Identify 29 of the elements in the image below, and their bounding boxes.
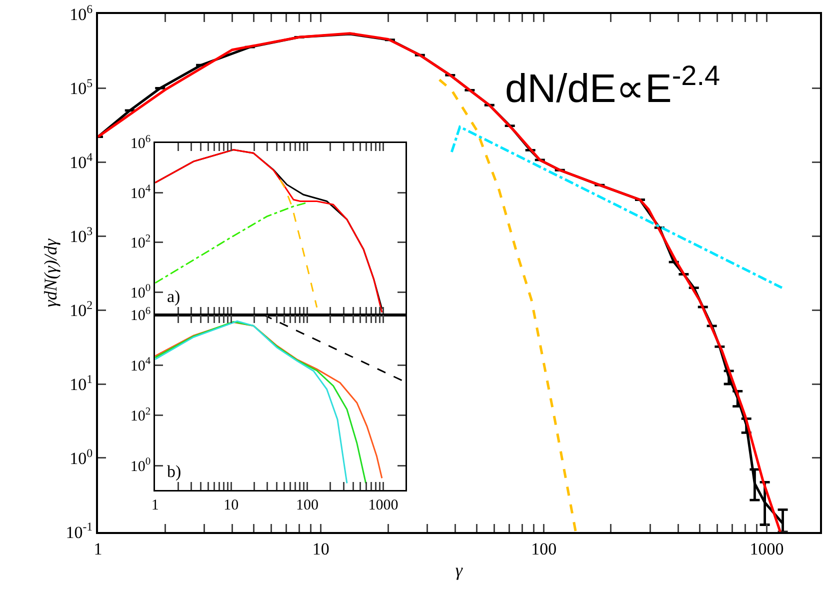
x-tick-label: 100 bbox=[531, 539, 557, 558]
y-tick-label: 10$^{0}$ bbox=[130, 456, 151, 475]
x-tick-label: 1 bbox=[151, 497, 159, 514]
y-tick-label: 10$^{2}$ bbox=[130, 406, 151, 425]
y-tick-label: 10$^{4}$ bbox=[130, 356, 152, 374]
y-tick-label: 10$^{6}$ bbox=[130, 306, 151, 324]
y-tick-label: 10$^{6}$ bbox=[70, 2, 93, 24]
x-tick-label: 10 bbox=[224, 497, 239, 514]
x-axis-title: γ bbox=[455, 560, 464, 580]
y-tick-label: 10$^{3}$ bbox=[70, 224, 93, 246]
y-tick-label: 10$^{5}$ bbox=[70, 76, 93, 98]
y-tick-label: 10$^{0}$ bbox=[130, 282, 151, 302]
y-tick-label: 10$^{-1}$ bbox=[66, 520, 93, 542]
y-tick-label: 10$^{2}$ bbox=[130, 233, 151, 252]
y-tick-label: 10$^{0}$ bbox=[70, 446, 93, 468]
x-tick-label: 1000 bbox=[368, 497, 398, 514]
x-tick-label: 1 bbox=[94, 539, 102, 558]
y-tick-label: 10$^{1}$ bbox=[70, 372, 93, 394]
annotation: dN/dE∝E$^{-2.4}$ bbox=[505, 60, 720, 111]
y-tick-label: 10$^{6}$ bbox=[130, 134, 151, 152]
x-tick-label: 10 bbox=[312, 539, 330, 558]
x-tick-label: 100 bbox=[296, 497, 318, 514]
y-tick-label: 10$^{2}$ bbox=[70, 298, 93, 320]
y-axis-title: γdN(γ)/dγ bbox=[40, 238, 60, 308]
y-tick-label: 10$^{4}$ bbox=[130, 184, 152, 202]
x-tick-label: 1000 bbox=[750, 539, 784, 558]
annotation: b) bbox=[167, 462, 182, 481]
y-tick-label: 10$^{4}$ bbox=[70, 150, 93, 172]
annotation: a) bbox=[167, 287, 180, 306]
